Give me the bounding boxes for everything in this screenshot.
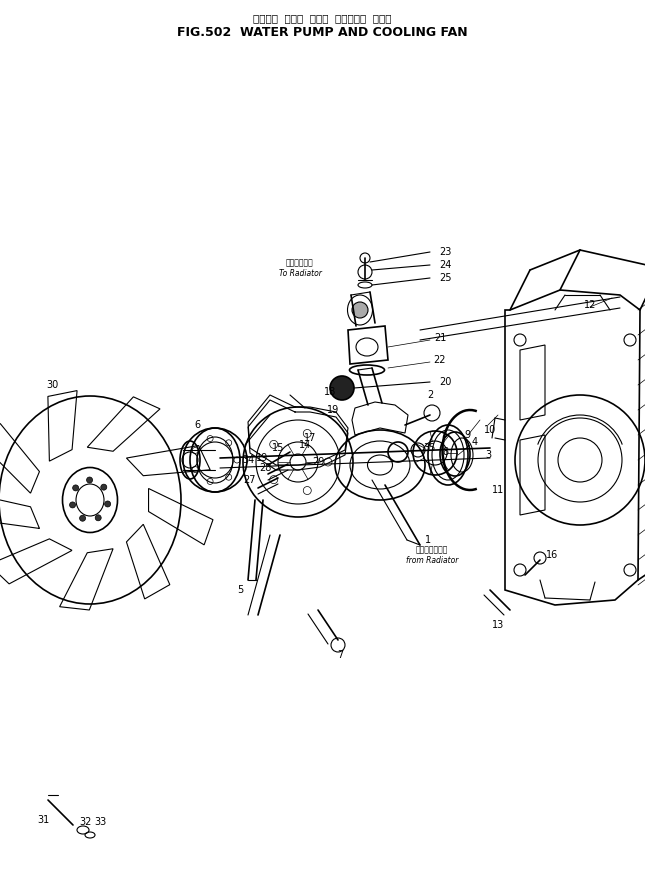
Text: 27: 27	[244, 475, 256, 485]
Text: 6: 6	[194, 420, 200, 430]
Text: 34: 34	[242, 455, 254, 465]
Circle shape	[352, 302, 368, 318]
Circle shape	[79, 516, 86, 521]
Text: FIG.502  WATER PUMP AND COOLING FAN: FIG.502 WATER PUMP AND COOLING FAN	[177, 25, 468, 38]
Text: 22: 22	[433, 355, 446, 365]
Circle shape	[101, 484, 107, 490]
Text: 17: 17	[304, 433, 316, 443]
Text: 4: 4	[472, 437, 478, 447]
Text: 16: 16	[546, 550, 558, 560]
Text: 30: 30	[46, 380, 58, 390]
Text: 11: 11	[492, 485, 504, 495]
Circle shape	[330, 376, 354, 400]
Text: 15: 15	[272, 443, 284, 453]
Text: 14: 14	[299, 440, 311, 450]
Text: 33: 33	[94, 817, 106, 827]
Text: 25: 25	[439, 273, 451, 283]
Text: 7: 7	[337, 650, 343, 660]
Text: 13: 13	[492, 620, 504, 630]
Circle shape	[95, 515, 101, 521]
Text: 12: 12	[584, 300, 596, 310]
Text: 24: 24	[439, 260, 451, 270]
Text: 32: 32	[80, 817, 92, 827]
Text: 3: 3	[485, 450, 491, 460]
Text: 31: 31	[37, 815, 49, 825]
Text: 1: 1	[425, 535, 431, 545]
Text: 5: 5	[237, 585, 243, 595]
Text: 2: 2	[427, 390, 433, 400]
Text: ラジエータへ
To Radiator: ラジエータへ To Radiator	[279, 258, 321, 278]
Text: 35: 35	[424, 443, 436, 453]
Circle shape	[86, 477, 93, 483]
Text: 10: 10	[484, 425, 496, 435]
Circle shape	[104, 501, 111, 507]
Circle shape	[70, 502, 75, 508]
Text: 28: 28	[259, 463, 271, 473]
Text: 20: 20	[439, 377, 451, 387]
Text: ラジエータから
from Radiator: ラジエータから from Radiator	[406, 545, 458, 565]
Text: 21: 21	[434, 333, 446, 343]
Text: 23: 23	[439, 247, 451, 257]
Circle shape	[73, 485, 79, 491]
Text: 9: 9	[464, 430, 470, 440]
Text: 8: 8	[442, 447, 448, 457]
Text: 29: 29	[312, 457, 324, 467]
Text: 19: 19	[327, 405, 339, 415]
Text: 19: 19	[256, 453, 268, 463]
Text: ウォータ  ポンプ  および  クーリング  ファン: ウォータ ポンプ および クーリング ファン	[253, 13, 392, 23]
Text: 18: 18	[324, 387, 336, 397]
